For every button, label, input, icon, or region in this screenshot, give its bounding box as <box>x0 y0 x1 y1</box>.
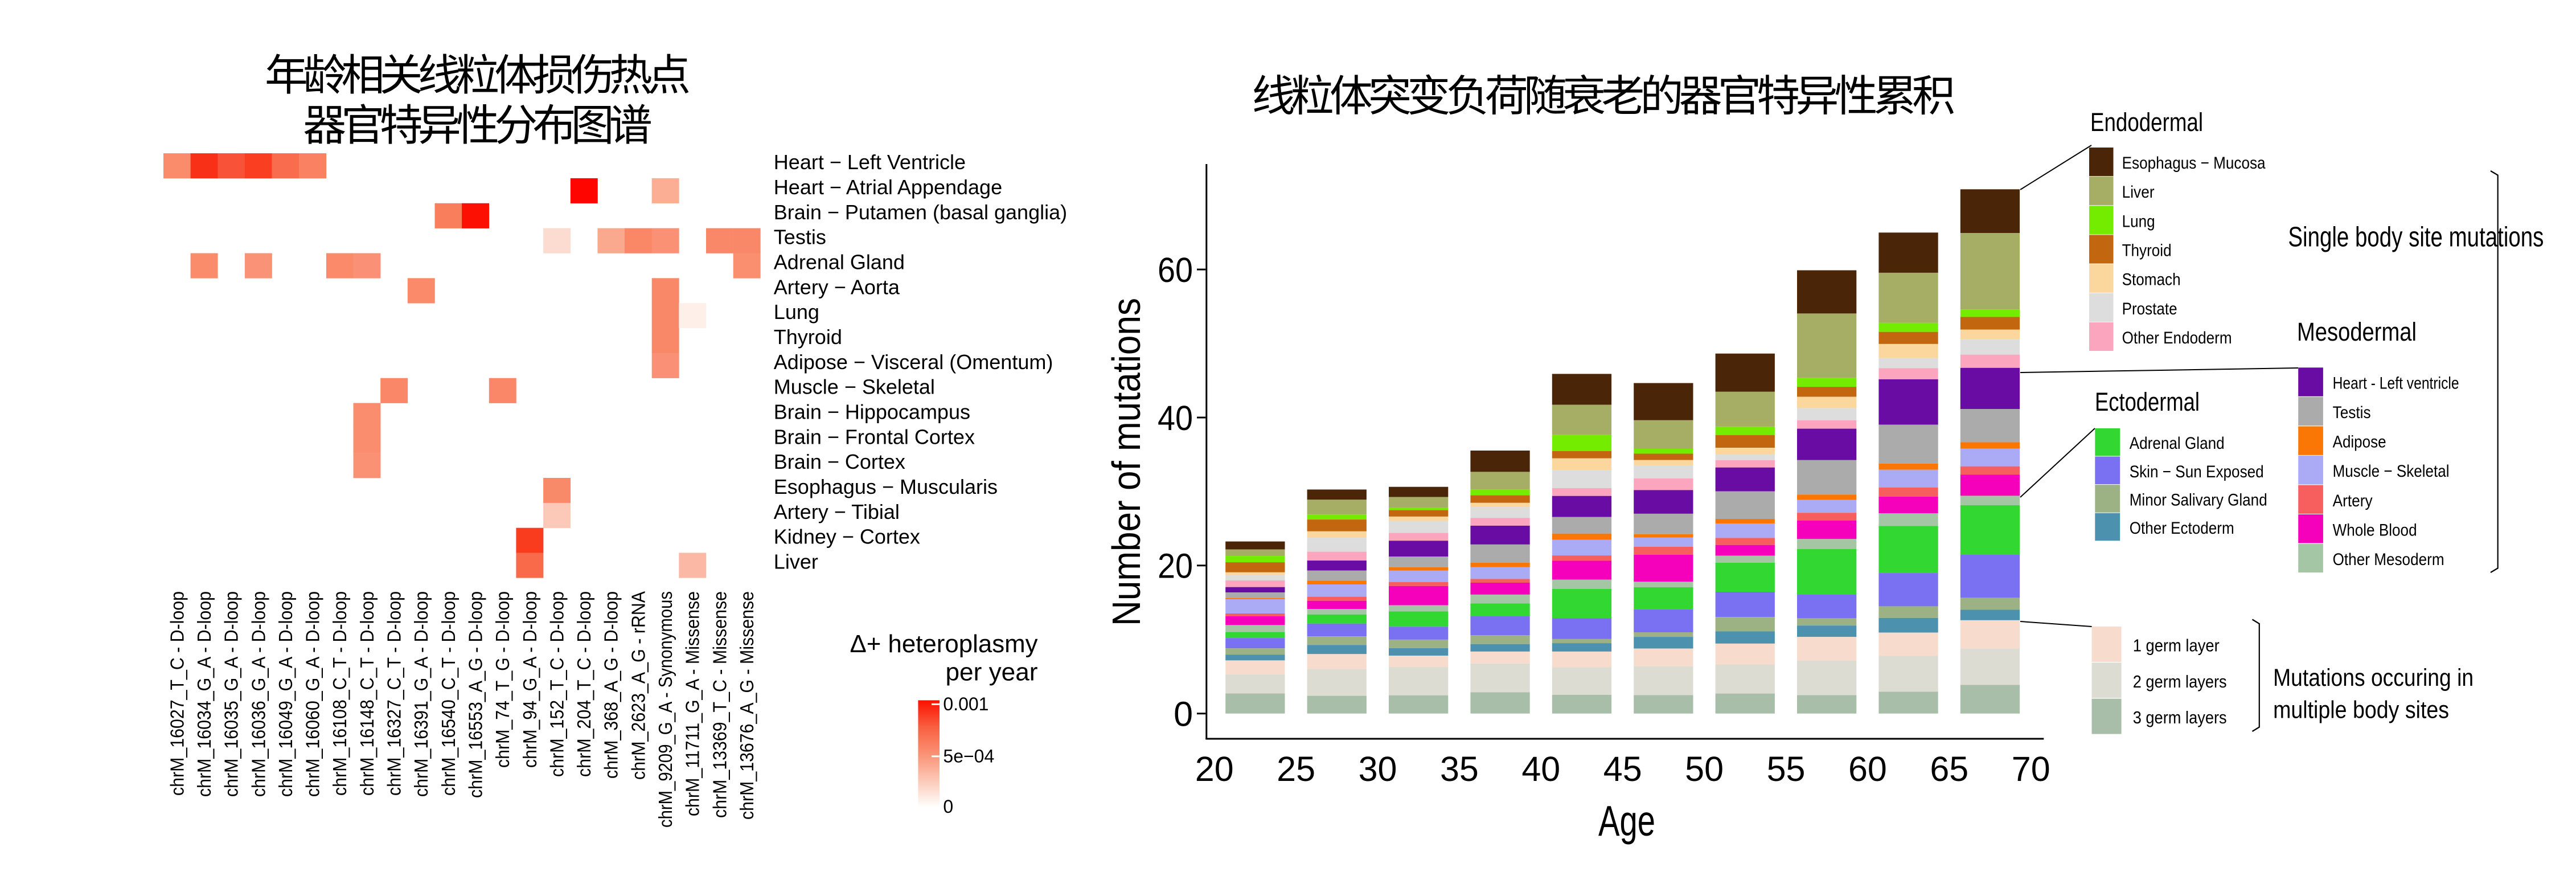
svg-text:chrM_16036_G_A - D-loop: chrM_16036_G_A - D-loop <box>248 591 269 797</box>
svg-text:5e−04: 5e−04 <box>943 746 994 767</box>
svg-text:chrM_9209_G_A - Synonymous: chrM_9209_G_A - Synonymous <box>655 591 676 828</box>
svg-text:Artery − Tibial: Artery − Tibial <box>774 500 900 523</box>
svg-text:Mutations occuring in: Mutations occuring in <box>2273 664 2474 691</box>
svg-text:chrM_16553_A_G - D-loop: chrM_16553_A_G - D-loop <box>465 591 486 798</box>
svg-text:chrM_16034_G_A - D-loop: chrM_16034_G_A - D-loop <box>194 591 215 797</box>
svg-text:Whole Blood: Whole Blood <box>2333 521 2417 539</box>
svg-text:Minor Salivary Gland: Minor Salivary Gland <box>2130 490 2267 509</box>
svg-text:chrM_16049_G_A - D-loop: chrM_16049_G_A - D-loop <box>275 591 296 797</box>
svg-text:Ectodermal: Ectodermal <box>2095 387 2200 416</box>
svg-text:20: 20 <box>1158 547 1193 586</box>
svg-text:chrM_13369_T_C - Missense: chrM_13369_T_C - Missense <box>709 591 730 818</box>
svg-text:Adipose: Adipose <box>2333 433 2386 452</box>
svg-text:Lung: Lung <box>2122 212 2155 231</box>
svg-text:Prostate: Prostate <box>2122 300 2177 318</box>
svg-text:Brain − Cortex: Brain − Cortex <box>774 450 905 473</box>
svg-text:chrM_13676_A_G - Missense: chrM_13676_A_G - Missense <box>736 591 757 820</box>
svg-text:Adrenal Gland: Adrenal Gland <box>2130 434 2225 453</box>
svg-text:chrM_94_G_A - D-loop: chrM_94_G_A - D-loop <box>519 591 540 768</box>
svg-text:60: 60 <box>1158 251 1193 289</box>
svg-text:Brain − Putamen (basal ganglia: Brain − Putamen (basal ganglia) <box>774 201 1067 224</box>
svg-text:Kidney − Cortex: Kidney − Cortex <box>774 525 920 549</box>
svg-text:Heart - Left ventricle: Heart - Left ventricle <box>2333 374 2459 393</box>
svg-text:chrM_2623_A_G - rRNA: chrM_2623_A_G - rRNA <box>627 591 649 780</box>
svg-text:45: 45 <box>1603 750 1642 788</box>
svg-text:chrM_16060_G_A - D-loop: chrM_16060_G_A - D-loop <box>302 591 323 797</box>
svg-text:3 germ layers: 3 germ layers <box>2133 707 2227 727</box>
svg-text:Skin − Sun Exposed: Skin − Sun Exposed <box>2130 463 2264 481</box>
svg-text:Thyroid: Thyroid <box>774 325 842 349</box>
svg-text:Liver: Liver <box>774 550 818 574</box>
svg-text:Other Endoderm: Other Endoderm <box>2122 329 2232 347</box>
svg-text:Stomach: Stomach <box>2122 271 2181 289</box>
svg-text:1 germ layer: 1 germ layer <box>2133 636 2220 656</box>
svg-text:Brain − Frontal Cortex: Brain − Frontal Cortex <box>774 425 975 448</box>
svg-text:chrM_152_T_C - D-loop: chrM_152_T_C - D-loop <box>546 591 567 777</box>
svg-text:Esophagus − Mucosa: Esophagus − Mucosa <box>2122 154 2266 173</box>
svg-text:Age: Age <box>1598 797 1655 845</box>
svg-text:chrM_16327_C_T - D-loop: chrM_16327_C_T - D-loop <box>384 591 405 796</box>
svg-text:Heart − Left Ventricle: Heart − Left Ventricle <box>774 150 966 174</box>
svg-text:25: 25 <box>1277 750 1315 788</box>
svg-text:65: 65 <box>1930 750 1968 788</box>
svg-text:Thyroid: Thyroid <box>2122 242 2172 260</box>
svg-text:chrM_368_A_G - D-loop: chrM_368_A_G - D-loop <box>601 591 622 779</box>
svg-text:20: 20 <box>1195 750 1234 788</box>
svg-text:Endodermal: Endodermal <box>2090 108 2203 137</box>
svg-text:Liver: Liver <box>2122 183 2155 202</box>
svg-text:Artery − Aorta: Artery − Aorta <box>774 275 900 298</box>
svg-text:Other Ectoderm: Other Ectoderm <box>2130 519 2234 538</box>
svg-text:chrM_16027_T_C - D-loop: chrM_16027_T_C - D-loop <box>166 591 187 796</box>
svg-text:Lung: Lung <box>774 300 819 324</box>
svg-text:chrM_11711_G_A - Missense: chrM_11711_G_A - Missense <box>682 591 703 816</box>
svg-text:70: 70 <box>2012 750 2050 788</box>
svg-text:chrM_16035_G_A - D-loop: chrM_16035_G_A - D-loop <box>221 591 242 797</box>
svg-text:60: 60 <box>1848 750 1887 788</box>
svg-text:Adipose − Visceral (Omentum): Adipose − Visceral (Omentum) <box>774 350 1053 374</box>
svg-text:Heart − Atrial Appendage: Heart − Atrial Appendage <box>774 175 1002 199</box>
svg-text:40: 40 <box>1158 399 1193 437</box>
svg-text:per year: per year <box>946 658 1038 686</box>
svg-text:2 germ layers: 2 germ layers <box>2133 672 2227 691</box>
svg-text:chrM_74_T_G - D-loop: chrM_74_T_G - D-loop <box>492 591 513 768</box>
svg-text:35: 35 <box>1440 750 1479 788</box>
svg-text:Δ+ heteroplasmy: Δ+ heteroplasmy <box>850 630 1038 658</box>
svg-text:chrM_16540_C_T - D-loop: chrM_16540_C_T - D-loop <box>438 591 459 796</box>
svg-text:Testis: Testis <box>774 226 826 249</box>
svg-text:chrM_16148_C_T - D-loop: chrM_16148_C_T - D-loop <box>356 591 378 796</box>
svg-text:30: 30 <box>1359 750 1397 788</box>
svg-text:0.001: 0.001 <box>943 694 988 714</box>
svg-text:Testis: Testis <box>2333 403 2371 422</box>
svg-text:Number of mutations: Number of mutations <box>1104 298 1148 626</box>
svg-text:0: 0 <box>943 796 953 817</box>
svg-text:chrM_16391_G_A - D-loop: chrM_16391_G_A - D-loop <box>411 591 432 797</box>
svg-text:50: 50 <box>1685 750 1724 788</box>
svg-text:Brain − Hippocampus: Brain − Hippocampus <box>774 400 970 424</box>
svg-text:chrM_204_T_C - D-loop: chrM_204_T_C - D-loop <box>573 591 594 777</box>
svg-text:Mesodermal: Mesodermal <box>2297 317 2417 346</box>
svg-text:40: 40 <box>1521 750 1560 788</box>
svg-text:0: 0 <box>1174 695 1193 734</box>
svg-text:Other Mesoderm: Other Mesoderm <box>2333 550 2444 569</box>
svg-text:multiple body sites: multiple body sites <box>2273 696 2449 723</box>
svg-text:55: 55 <box>1767 750 1806 788</box>
svg-text:Esophagus − Muscularis: Esophagus − Muscularis <box>774 475 998 498</box>
svg-text:Muscle − Skeletal: Muscle − Skeletal <box>2333 462 2450 481</box>
svg-text:Muscle − Skeletal: Muscle − Skeletal <box>774 375 935 399</box>
svg-text:Adrenal Gland: Adrenal Gland <box>774 251 905 274</box>
svg-text:chrM_16108_C_T - D-loop: chrM_16108_C_T - D-loop <box>329 591 350 796</box>
svg-text:Artery: Artery <box>2333 492 2373 510</box>
svg-text:Single body site mutations: Single body site mutations <box>2288 222 2544 252</box>
